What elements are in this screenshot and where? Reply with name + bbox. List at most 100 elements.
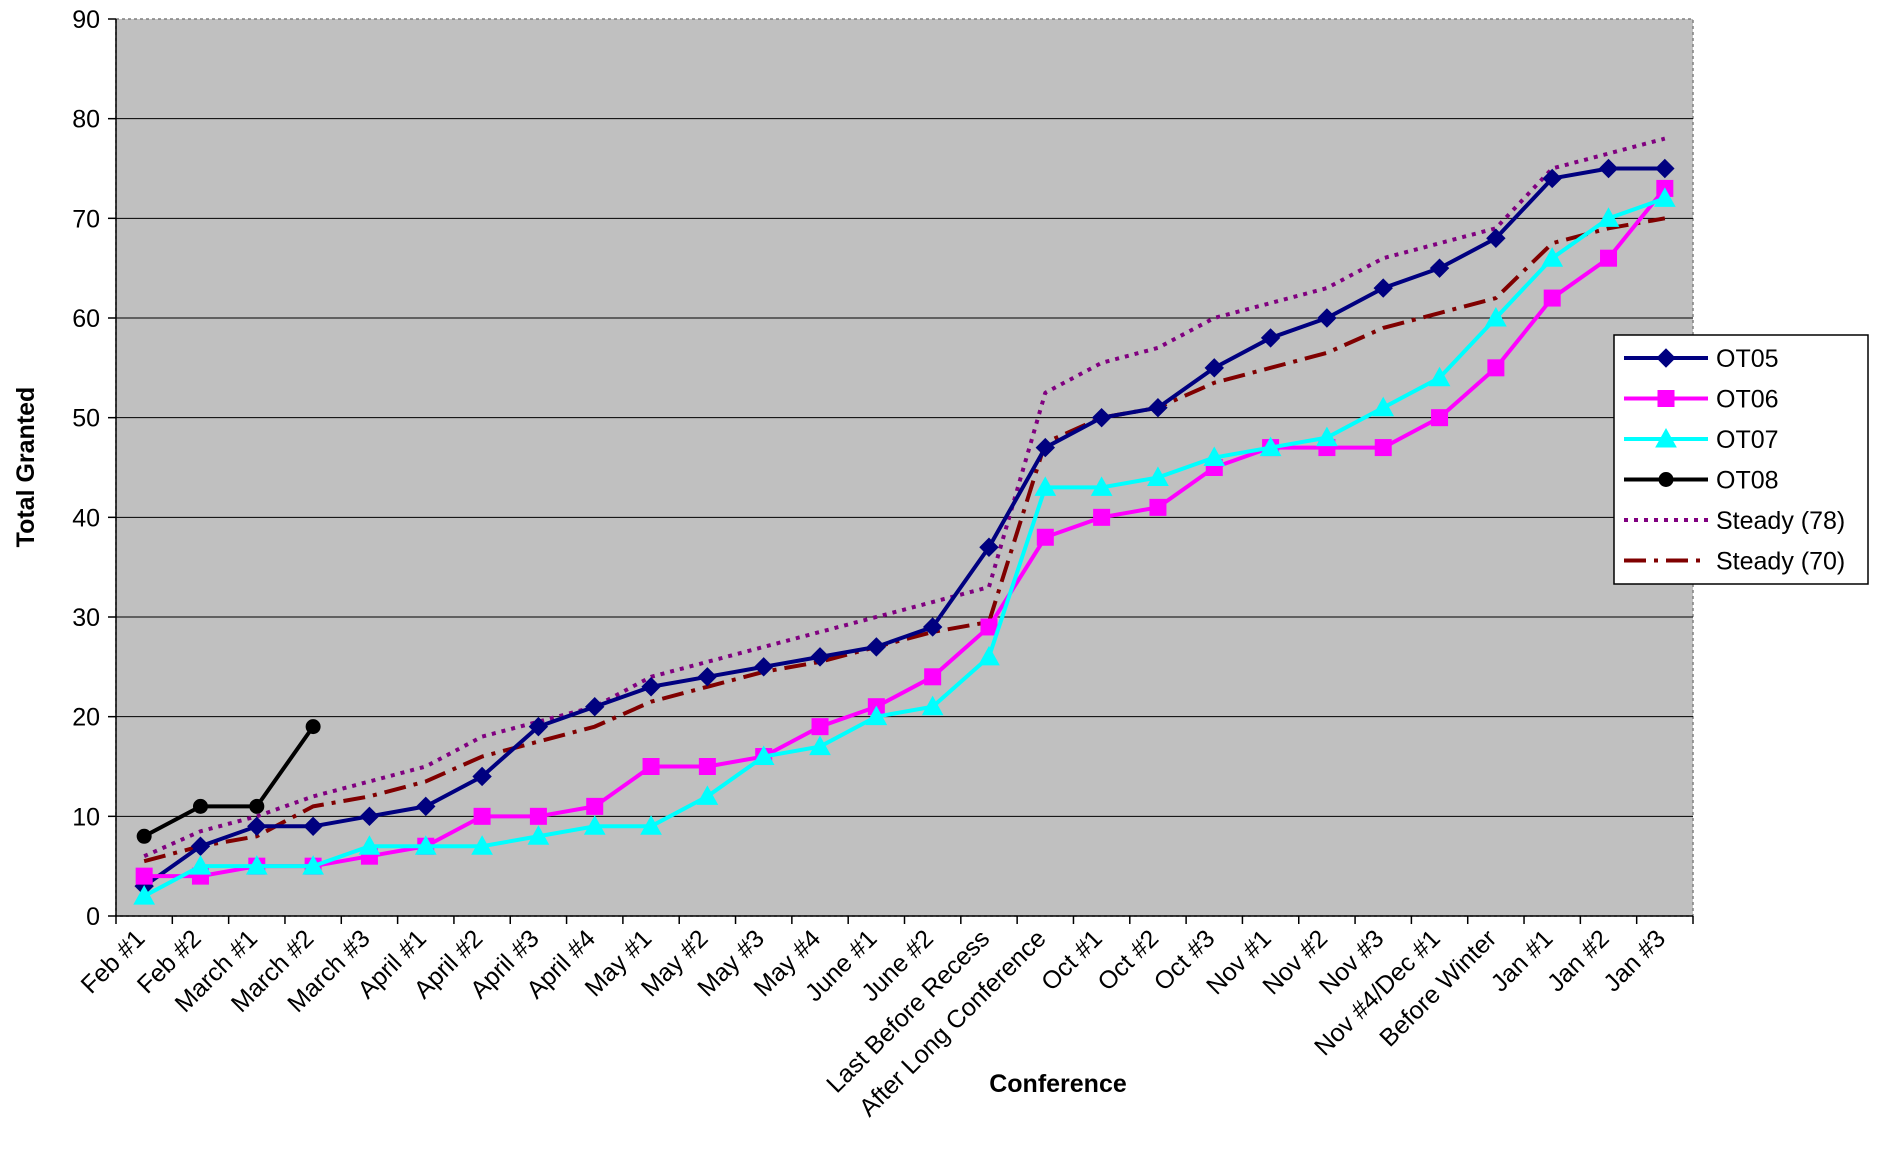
data-point (585, 696, 605, 717)
data-point (1373, 278, 1393, 298)
data-point (1428, 366, 1451, 387)
plot-area (115, 18, 1694, 917)
data-point (189, 855, 212, 875)
data-point (980, 618, 998, 636)
x-tick-label: Oct #1 (1036, 924, 1108, 996)
data-point (921, 695, 944, 716)
data-point (472, 766, 492, 787)
data-point (698, 758, 716, 775)
series-line (143, 166, 1665, 888)
data-point (527, 825, 550, 845)
series-line (143, 725, 315, 839)
data-point (866, 637, 887, 657)
data-point (302, 855, 324, 875)
data-point (1597, 207, 1620, 227)
data-point (1259, 436, 1282, 457)
data-point (865, 705, 888, 726)
data-point (696, 785, 719, 805)
legend-entry: OT06 (1624, 386, 1779, 414)
data-point (924, 668, 942, 686)
data-point (1260, 328, 1281, 348)
data-point (1429, 258, 1450, 278)
legend-label: Steady (78) (1716, 507, 1845, 535)
data-point (1203, 446, 1226, 467)
data-point (1657, 390, 1675, 407)
data-point (305, 719, 321, 735)
data-point (1653, 187, 1676, 207)
data-point (135, 867, 153, 885)
data-point (471, 835, 493, 855)
x-tick-label: Oct #2 (1092, 924, 1164, 996)
series-lines (133, 136, 1676, 905)
data-point (752, 745, 775, 766)
legend-label: OT05 (1716, 345, 1779, 373)
series-line (144, 187, 1667, 879)
data-point (979, 537, 999, 557)
axes (108, 18, 1694, 924)
data-point (1656, 348, 1676, 368)
y-tick-label: 0 (86, 903, 100, 931)
data-point (414, 835, 437, 855)
y-tick-label: 90 (72, 6, 100, 34)
data-point (1316, 426, 1338, 447)
data-point (1147, 466, 1169, 486)
data-point (1431, 409, 1449, 427)
y-tick-label: 60 (72, 305, 100, 333)
data-point (529, 807, 547, 825)
legend-entry: OT07 (1624, 426, 1779, 454)
data-point (136, 828, 152, 844)
data-point (1034, 476, 1057, 496)
x-axis-title: Conference (989, 1070, 1127, 1098)
legend-entry: Steady (70) (1624, 548, 1845, 576)
y-tick-label: 80 (72, 106, 100, 134)
series-ot07 (133, 187, 1676, 905)
data-point (1486, 228, 1506, 248)
data-point (1655, 427, 1677, 448)
data-point (583, 815, 606, 835)
data-point (753, 657, 774, 677)
data-point (133, 885, 156, 905)
data-point (1658, 472, 1674, 487)
data-point (303, 816, 323, 837)
legend: OT05 OT06 OT07 OT08 Steady (78) Steady (70) (1613, 334, 1869, 585)
data-point (978, 645, 1000, 666)
legend-label: OT07 (1716, 426, 1779, 454)
legend-box (1613, 334, 1869, 585)
data-point (1487, 359, 1505, 377)
y-tick-label: 50 (72, 405, 100, 433)
y-tick-label: 40 (72, 504, 100, 532)
x-tick-label: Jan #3 (1598, 924, 1671, 997)
data-point (1149, 498, 1167, 516)
grid-lines (116, 118, 1693, 817)
data-point (416, 796, 436, 817)
data-point (1090, 476, 1113, 496)
data-point (586, 797, 604, 815)
data-point (641, 677, 661, 697)
y-axis-title: Total Granted (12, 387, 40, 548)
data-point (1600, 249, 1618, 267)
data-point (1148, 397, 1168, 418)
data-point (811, 718, 829, 736)
data-point (473, 807, 491, 825)
data-point (359, 806, 380, 827)
data-point (1374, 439, 1392, 457)
data-point (1542, 168, 1562, 189)
series-steady-78 (143, 136, 1666, 859)
legend-entry: OT08 (1624, 467, 1779, 495)
series-line (143, 136, 1666, 859)
data-point (809, 735, 831, 756)
y-tick-label: 70 (72, 205, 100, 233)
data-point (247, 816, 267, 837)
data-point (810, 647, 830, 667)
data-point (1598, 158, 1619, 179)
data-point (1543, 289, 1561, 307)
data-point (1485, 306, 1507, 327)
series-steady-70 (143, 216, 1666, 864)
data-point (245, 855, 268, 875)
series-ot08 (136, 719, 321, 844)
legend-label: OT06 (1716, 386, 1779, 414)
y-tick-label: 30 (72, 604, 100, 632)
y-tick-label: 10 (72, 803, 100, 831)
y-tick-labels: 0 10 20 30 40 50 60 70 80 90 (72, 6, 100, 931)
series-line (143, 196, 1666, 898)
